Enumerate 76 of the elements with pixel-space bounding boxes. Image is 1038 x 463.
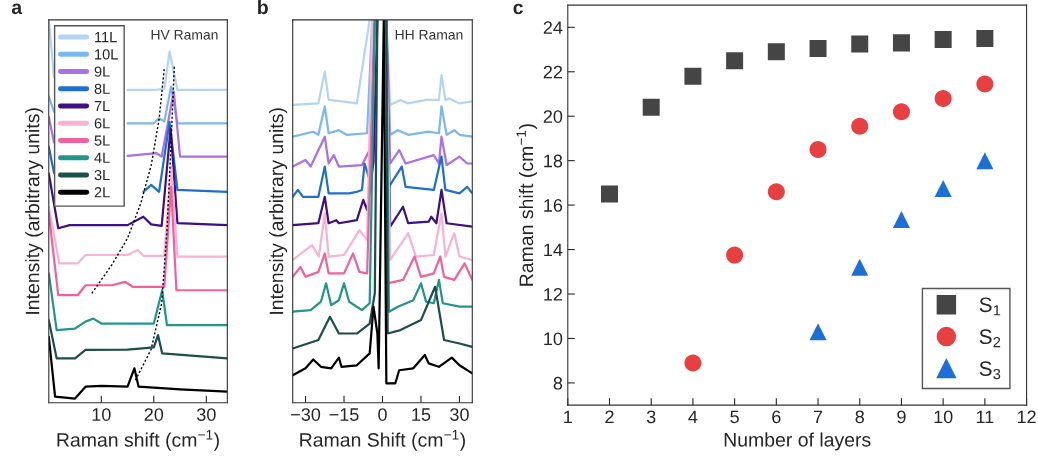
x-axis-title: Raman shift (cm$^{−1}$): [57, 430, 219, 451]
legend-label: 5L: [94, 135, 110, 146]
x-tick-label: 0: [378, 408, 387, 421]
point: [851, 117, 869, 135]
legend-label: 10L: [95, 49, 118, 60]
y-tick-label: 10: [544, 332, 563, 346]
x-tick-label: 10: [92, 408, 111, 421]
legend-label: 9L: [94, 66, 110, 77]
chart-title: b: [258, 0, 268, 15]
x-tick-label: 5: [730, 410, 739, 424]
point: [684, 354, 702, 372]
point: [600, 185, 618, 203]
x-tick-label: 20: [144, 408, 164, 421]
point: [934, 89, 952, 107]
legend-label: 2L: [94, 187, 110, 198]
point: [767, 43, 785, 61]
y-tick-label: 22: [543, 65, 563, 79]
point: [892, 211, 910, 229]
x-tick-label: 8: [855, 410, 864, 424]
x-tick-label: 9: [897, 410, 906, 424]
x-axis-title: Number of layers: [724, 432, 871, 451]
y-axis-title: Intensity (arbitrary units): [269, 108, 288, 314]
legend-label: 3L: [94, 169, 110, 181]
point: [934, 179, 952, 197]
legend-label: S$_{2}$: [979, 329, 1001, 348]
x-tick-label: 4: [688, 410, 698, 424]
legend-label: S$_{1}$: [979, 297, 1001, 316]
point: [851, 258, 869, 276]
y-tick-label: 14: [544, 243, 563, 257]
legend-label: 6L: [94, 118, 110, 129]
annotation: HV Raman: [151, 29, 218, 40]
x-tick-label: 11: [976, 410, 994, 424]
point: [809, 323, 827, 341]
point: [726, 52, 744, 70]
legend-label: 8L: [94, 83, 110, 95]
x-tick-label: 2: [605, 410, 614, 424]
point: [851, 35, 869, 53]
point: [976, 29, 994, 47]
point: [892, 34, 910, 52]
chart-title: c: [513, 3, 523, 15]
x-axis-title: Raman Shift (cm$^{−1}$): [300, 430, 465, 451]
point: [976, 152, 994, 170]
point: [642, 98, 660, 116]
x-tick-label: 3: [646, 410, 656, 424]
x-tick-label: 30: [196, 408, 216, 421]
annotation: HH Raman: [395, 29, 463, 40]
point: [892, 103, 910, 121]
point: [809, 141, 827, 159]
x-tick-label: −15: [329, 408, 359, 421]
x-tick-label: 1: [564, 410, 572, 424]
point: [726, 246, 744, 264]
chart-title: a: [11, 3, 23, 15]
y-tick-label: 24: [543, 21, 563, 34]
point: [809, 39, 827, 57]
legend-label: 4L: [94, 152, 110, 163]
y-tick-label: 8: [553, 376, 563, 390]
y-axis-title: Intensity (arbitrary units): [25, 108, 44, 314]
y-tick-label: 18: [544, 154, 563, 168]
x-tick-label: 6: [772, 410, 781, 424]
x-tick-label: −30: [291, 408, 321, 421]
x-tick-label: 15: [412, 408, 431, 421]
y-tick-label: 20: [543, 110, 563, 123]
point: [934, 31, 952, 49]
legend-label: 7L: [94, 101, 110, 112]
x-tick-label: 30: [450, 408, 469, 421]
x-tick-label: 12: [1017, 410, 1036, 424]
legend-label: 11L: [95, 32, 117, 43]
y-axis-title: Raman shift (cm$^{−1}$): [516, 124, 538, 286]
point: [684, 67, 702, 85]
x-tick-label: 7: [813, 410, 823, 424]
point: [767, 183, 785, 201]
point: [976, 75, 994, 93]
y-tick-label: 16: [544, 199, 563, 212]
y-tick-label: 12: [544, 287, 563, 301]
x-tick-label: 10: [934, 410, 953, 424]
legend-label: S$_{3}$: [979, 361, 1001, 380]
